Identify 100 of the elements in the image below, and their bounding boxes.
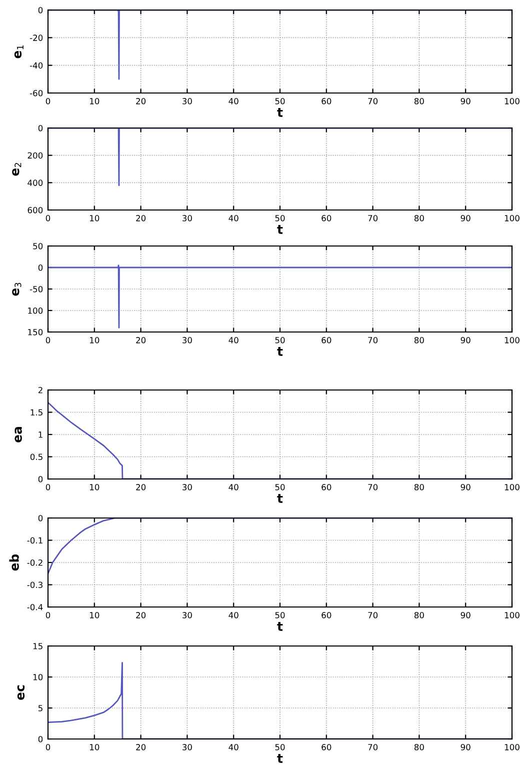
- x-tick-label: 20: [136, 215, 146, 222]
- x-tick-label: 50: [275, 98, 285, 104]
- x-tick-label: 20: [136, 98, 146, 104]
- y-tick-label: 150: [28, 328, 43, 336]
- x-tick-label: 40: [228, 337, 238, 344]
- y-tick-label: 0: [38, 514, 43, 522]
- x-tick-label: 10: [90, 744, 100, 750]
- x-tick-label: 60: [322, 612, 332, 618]
- x-tick-label: 100: [504, 612, 520, 618]
- x-tick-label: 80: [414, 744, 424, 750]
- x-tick-label: 30: [182, 337, 192, 344]
- x-tick-label: 20: [136, 612, 146, 618]
- x-axis-title: t: [277, 225, 283, 234]
- y-tick-label: -0.3: [27, 582, 42, 588]
- x-tick-label: 60: [322, 98, 332, 104]
- x-tick-label: 0: [46, 215, 50, 222]
- x-tick-label: 90: [460, 215, 470, 222]
- x-tick-label: 100: [504, 744, 520, 750]
- x-tick-label: 60: [322, 484, 332, 490]
- x-tick-label: 70: [368, 98, 378, 104]
- x-tick-label: 80: [414, 484, 424, 490]
- x-tick-label: 10: [90, 98, 100, 104]
- x-tick-label: 20: [136, 337, 146, 344]
- x-tick-label: 30: [182, 744, 192, 750]
- y-axis-title: e$_{2}$: [12, 163, 22, 176]
- x-tick-label: 0: [46, 337, 50, 344]
- x-tick-label: 0: [46, 612, 50, 618]
- y-tick-label: 600: [28, 206, 43, 214]
- x-tick-label: 30: [182, 612, 192, 618]
- y-tick-label: -0.4: [27, 604, 43, 610]
- y-tick-label: 1.5: [30, 409, 42, 416]
- x-tick-label: 80: [414, 612, 424, 618]
- x-tick-label: 90: [460, 744, 470, 750]
- y-tick-label: 2: [38, 386, 42, 394]
- x-tick-label: 90: [460, 337, 470, 344]
- x-tick-label: 20: [136, 484, 146, 490]
- x-tick-label: 30: [182, 98, 192, 104]
- y-tick-label: 0.5: [30, 454, 42, 460]
- x-tick-label: 30: [182, 215, 192, 222]
- y-axis-title: ea: [14, 427, 22, 442]
- y-tick-label: 50: [33, 242, 43, 250]
- x-tick-label: 50: [275, 215, 285, 222]
- x-tick-label: 50: [275, 337, 285, 344]
- x-tick-label: 100: [504, 215, 520, 222]
- x-tick-label: 90: [460, 612, 470, 618]
- x-tick-label: 10: [90, 337, 100, 344]
- y-axis-title: e$_{3}$: [12, 282, 22, 296]
- y-tick-label: 0: [38, 736, 43, 742]
- x-tick-label: 40: [228, 98, 238, 104]
- y-tick-label: 0: [38, 6, 43, 14]
- x-tick-label: 100: [504, 98, 520, 104]
- y-tick-label: 5: [38, 705, 42, 712]
- x-tick-label: 100: [504, 337, 520, 344]
- x-tick-label: 20: [136, 744, 146, 750]
- x-axis-title: t: [277, 622, 283, 631]
- x-axis-title: t: [277, 347, 283, 356]
- x-tick-label: 70: [368, 215, 378, 222]
- y-tick-label: -40: [30, 62, 43, 69]
- x-tick-label: 0: [46, 484, 50, 490]
- x-tick-label: 40: [228, 484, 238, 490]
- x-tick-label: 80: [414, 337, 424, 344]
- x-tick-label: 70: [368, 612, 378, 618]
- y-tick-label: 200: [28, 152, 43, 159]
- y-tick-label: 0: [38, 476, 43, 482]
- x-tick-label: 70: [368, 337, 378, 344]
- x-tick-label: 30: [182, 484, 192, 490]
- x-tick-label: 40: [228, 612, 238, 618]
- x-tick-label: 90: [460, 98, 470, 104]
- y-axis-title: ec: [17, 685, 25, 700]
- y-tick-label: 15: [33, 643, 42, 650]
- x-tick-label: 50: [275, 744, 285, 750]
- x-axis-title: t: [277, 754, 283, 763]
- x-axis-title: t: [277, 108, 283, 117]
- x-tick-label: 10: [90, 484, 100, 490]
- x-tick-label: 100: [504, 484, 520, 490]
- x-tick-label: 0: [46, 744, 50, 750]
- x-tick-label: 70: [368, 744, 378, 750]
- x-axis-title: t: [277, 494, 283, 503]
- x-tick-label: 60: [322, 337, 332, 344]
- x-tick-label: 40: [228, 215, 238, 222]
- x-tick-label: 50: [275, 484, 285, 490]
- x-tick-label: 10: [90, 612, 100, 618]
- y-axis-title: eb: [9, 554, 19, 571]
- y-tick-label: -60: [30, 90, 43, 96]
- y-tick-label: 10: [33, 674, 43, 680]
- y-tick-label: 400: [28, 180, 43, 186]
- x-tick-label: 70: [368, 484, 378, 490]
- y-tick-label: 0: [38, 124, 43, 132]
- y-tick-label: 0: [38, 264, 43, 271]
- y-axis-title: e$_{1}$: [14, 45, 24, 58]
- y-tick-label: -0.2: [27, 559, 42, 566]
- x-tick-label: 90: [460, 484, 470, 490]
- y-tick-label: -0.1: [27, 537, 42, 544]
- y-tick-label: 1: [38, 432, 42, 438]
- x-tick-label: 10: [90, 215, 100, 222]
- x-tick-label: 0: [46, 98, 50, 104]
- y-tick-label: -50: [30, 286, 43, 292]
- x-tick-label: 80: [414, 215, 424, 222]
- y-tick-label: -20: [30, 34, 43, 41]
- x-tick-label: 80: [414, 98, 424, 104]
